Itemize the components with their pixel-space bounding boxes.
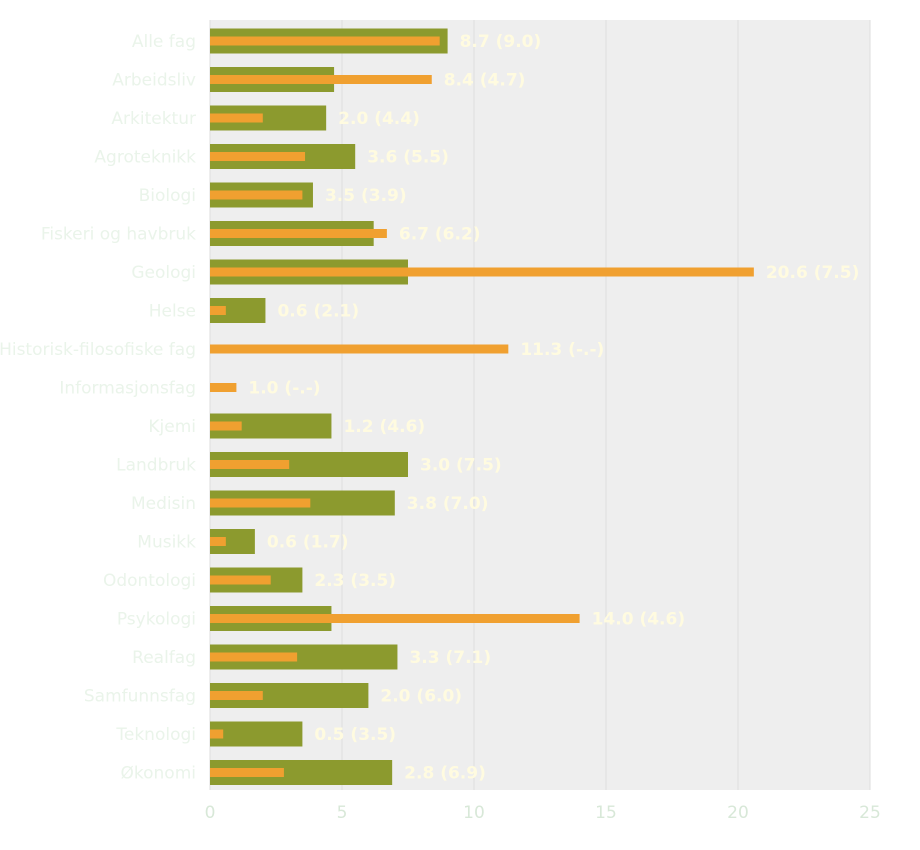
category-label: Kjemi (148, 417, 196, 437)
value-label: 14.0 (4.6) (592, 610, 686, 630)
plot-area (210, 20, 870, 790)
value-label: 1.2 (4.6) (343, 417, 425, 437)
bar-series-2 (210, 614, 580, 623)
value-label: 0.5 (3.5) (314, 725, 396, 745)
bar-series-2 (210, 498, 311, 508)
value-label: 2.0 (6.0) (380, 687, 462, 707)
value-label: 0.6 (1.7) (267, 533, 349, 553)
bar-series-2 (210, 152, 306, 161)
bar-series-2 (210, 537, 226, 546)
bar-series-2 (210, 113, 263, 123)
category-label: Odontologi (103, 571, 196, 591)
category-label: Alle fag (132, 32, 196, 52)
category-label: Teknologi (115, 725, 196, 745)
bar-series-2 (210, 460, 290, 469)
value-label: 3.8 (7.0) (407, 494, 489, 514)
bar-series-2 (210, 768, 284, 777)
x-tick-label: 0 (205, 803, 216, 823)
value-label: 1.0 (-.-) (248, 379, 320, 399)
value-label: 3.6 (5.5) (367, 148, 449, 168)
category-label: Fiskeri og havbruk (41, 225, 196, 245)
category-label: Arbeidsliv (112, 71, 196, 91)
bar-series-2 (210, 575, 271, 585)
bar-series-1 (210, 721, 303, 747)
value-label: 0.6 (2.1) (277, 302, 359, 322)
bar-series-2 (210, 229, 387, 238)
bar-series-2 (210, 267, 754, 277)
bar-series-2 (210, 36, 440, 46)
category-label: Arkitektur (111, 109, 196, 129)
category-label: Økonomi (121, 764, 196, 784)
bar-series-2 (210, 729, 224, 739)
bar-series-2 (210, 691, 263, 700)
category-label: Musikk (137, 533, 196, 553)
value-label: 3.3 (7.1) (409, 648, 491, 668)
category-label: Historisk-filosofiske fag (0, 340, 196, 360)
category-label: Samfunnsfag (84, 687, 196, 707)
value-label: 8.4 (4.7) (444, 71, 526, 91)
value-label: 2.0 (4.4) (338, 109, 420, 129)
bar-series-2 (210, 344, 509, 354)
x-tick-label: 10 (463, 803, 485, 823)
bar-series-2 (210, 383, 237, 392)
x-tick-label: 15 (595, 803, 617, 823)
value-label: 3.5 (3.9) (325, 186, 407, 206)
category-label: Realfag (132, 648, 196, 668)
value-label: 8.7 (9.0) (460, 32, 542, 52)
x-tick-label: 25 (859, 803, 881, 823)
category-label: Informasjonsfag (59, 379, 196, 399)
category-label: Medisin (131, 494, 196, 514)
bar-series-2 (210, 652, 298, 662)
value-label: 6.7 (6.2) (399, 225, 481, 245)
category-label: Geologi (131, 263, 196, 283)
category-label: Biologi (139, 186, 196, 206)
x-tick-label: 20 (727, 803, 749, 823)
value-label: 11.3 (-.-) (520, 340, 604, 360)
value-label: 3.0 (7.5) (420, 456, 502, 476)
category-label: Landbruk (116, 456, 196, 476)
category-label: Agroteknikk (94, 148, 196, 168)
category-label: Helse (149, 302, 196, 322)
bar-series-2 (210, 190, 303, 200)
category-label: Psykologi (117, 610, 196, 630)
value-label: 2.3 (3.5) (314, 571, 396, 591)
bar-series-2 (210, 306, 226, 315)
bar-series-2 (210, 421, 242, 431)
x-tick-label: 5 (337, 803, 348, 823)
value-label: 2.8 (6.9) (404, 764, 486, 784)
bar-series-2 (210, 75, 432, 84)
value-label: 20.6 (7.5) (766, 263, 860, 283)
